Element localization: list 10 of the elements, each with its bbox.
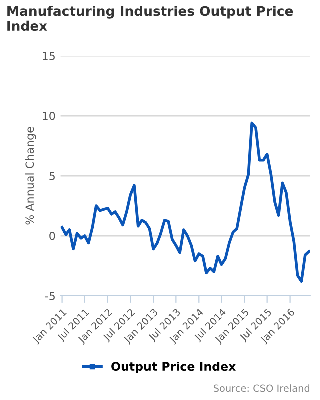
y-tick-label: -5	[45, 292, 55, 300]
line-series	[60, 122, 310, 283]
legend-label: Output Price Index	[112, 362, 236, 374]
y-tick-label: 10	[43, 112, 56, 120]
y-tick-label: 15	[43, 52, 55, 60]
y-tick-label: 0	[50, 232, 56, 240]
y-axis-title: % Annual Change	[25, 127, 36, 225]
y-tick-label: 5	[50, 172, 55, 180]
source-note: Source: CSO Ireland	[214, 384, 310, 392]
chart-title: Manufacturing Industries Output Price Index	[8, 6, 294, 32]
